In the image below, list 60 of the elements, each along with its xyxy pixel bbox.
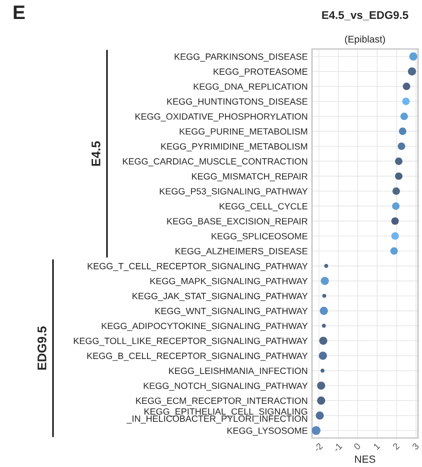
y-tick-label: KEGG_LYSOSOME [227, 427, 308, 436]
point [402, 98, 410, 106]
point [400, 112, 408, 120]
y-tick-label: KEGG_SPLICEOSOME [212, 232, 308, 242]
y-tick-label: KEGG_P53_SIGNALING_PATHWAY [160, 188, 308, 196]
point [319, 336, 328, 345]
point [317, 396, 326, 405]
x-axis-title: NES [355, 455, 376, 463]
y-tick-label: KEGG_JAK_STAT_SIGNALING_PATHWAY [132, 292, 308, 301]
text: E [14, 6, 25, 20]
text: EDG9.5 [38, 326, 46, 370]
chart-subtitle: (Epiblast) [345, 35, 385, 45]
point [392, 187, 400, 195]
x-tick-label: 1 [373, 442, 380, 450]
point [317, 382, 326, 390]
y-tick-label: KEGG_MISMATCH_REPAIR [192, 173, 308, 182]
text: E4.5 [92, 141, 100, 166]
y-tick-label: KEGG_TOLL_LIKE_RECEPTOR_SIGNALING_PATHWAY [74, 338, 308, 346]
point [312, 426, 320, 435]
x-tick-label: 2 [392, 442, 400, 450]
y-tick-label: KEGG_ECM_RECEPTOR_INTERACTION [136, 398, 308, 406]
point [320, 306, 328, 315]
y-tick-label: KEGG_PARKINSONS_DISEASE [174, 53, 308, 62]
point [398, 142, 406, 150]
point [395, 157, 402, 165]
y-tick-label: KEGG_HUNTINGTONS_DISEASE [167, 98, 308, 106]
point [318, 352, 327, 360]
y-tick-label: KEGG_BASE_EXCISION_REPAIR [167, 218, 308, 226]
y-tick-label: KEGG_LEISHMANIA_INFECTION [169, 368, 308, 376]
y-tick-label: KEGG_NOTCH_SIGNALING_PATHWAY [144, 382, 308, 391]
point [390, 247, 398, 255]
y-tick-label: KEGG_B_CELL_RECEPTOR_SIGNALING_PATHWAY [87, 352, 308, 361]
y-tick-label: KEGG_WNT_SIGNALING_PATHWAY [155, 308, 308, 316]
y-tick-label: KEGG_PROTEASOME [214, 68, 308, 77]
y-tick-label: KEGG_T_CELL_RECEPTOR_SIGNALING_PATHWAY [88, 262, 308, 272]
y-tick-label: KEGG_OXIDATIVE_PHOSPHORYLATION [135, 113, 308, 122]
point [398, 128, 406, 136]
y-tick-label: KEGG_PYRIMIDINE_METABOLISM [161, 143, 308, 152]
chart-title: E4.5_vs_EDG9.5 [322, 11, 408, 20]
x-tick-label: 3 [412, 442, 420, 450]
x-tick-label: -2 [313, 442, 323, 452]
point [391, 232, 399, 240]
point [392, 202, 400, 210]
y-tick-label: KEGG_EPITHELIAL_CELL_SIGNALING _IN_HELICOBACTER_PYLORI_INFECTION [126, 408, 308, 424]
y-tick-label: KEGG_PURINE_METABOLISM [180, 128, 308, 136]
x-tick-label: -1 [332, 442, 342, 452]
point [408, 67, 416, 76]
point [402, 82, 410, 90]
point [320, 276, 329, 285]
point [391, 217, 399, 225]
y-tick-label: KEGG_CELL_CYCLE [220, 203, 308, 212]
point [395, 172, 402, 180]
y-tick-label: KEGG_CARDIAC_MUSCLE_CONTRACTION [122, 158, 308, 166]
y-tick-label: KEGG_DNA_REPLICATION [194, 83, 308, 92]
y-tick-label: KEGG_ADIPOCYTOKINE_SIGNALING_PATHWAY [102, 322, 308, 331]
point [409, 52, 418, 61]
point [316, 412, 324, 420]
y-tick-label: KEGG_MAPK_SIGNALING_PATHWAY [150, 278, 308, 286]
y-tick-label: KEGG_ALZHEIMERS_DISEASE [176, 248, 308, 256]
x-tick-label: 0 [353, 442, 361, 450]
